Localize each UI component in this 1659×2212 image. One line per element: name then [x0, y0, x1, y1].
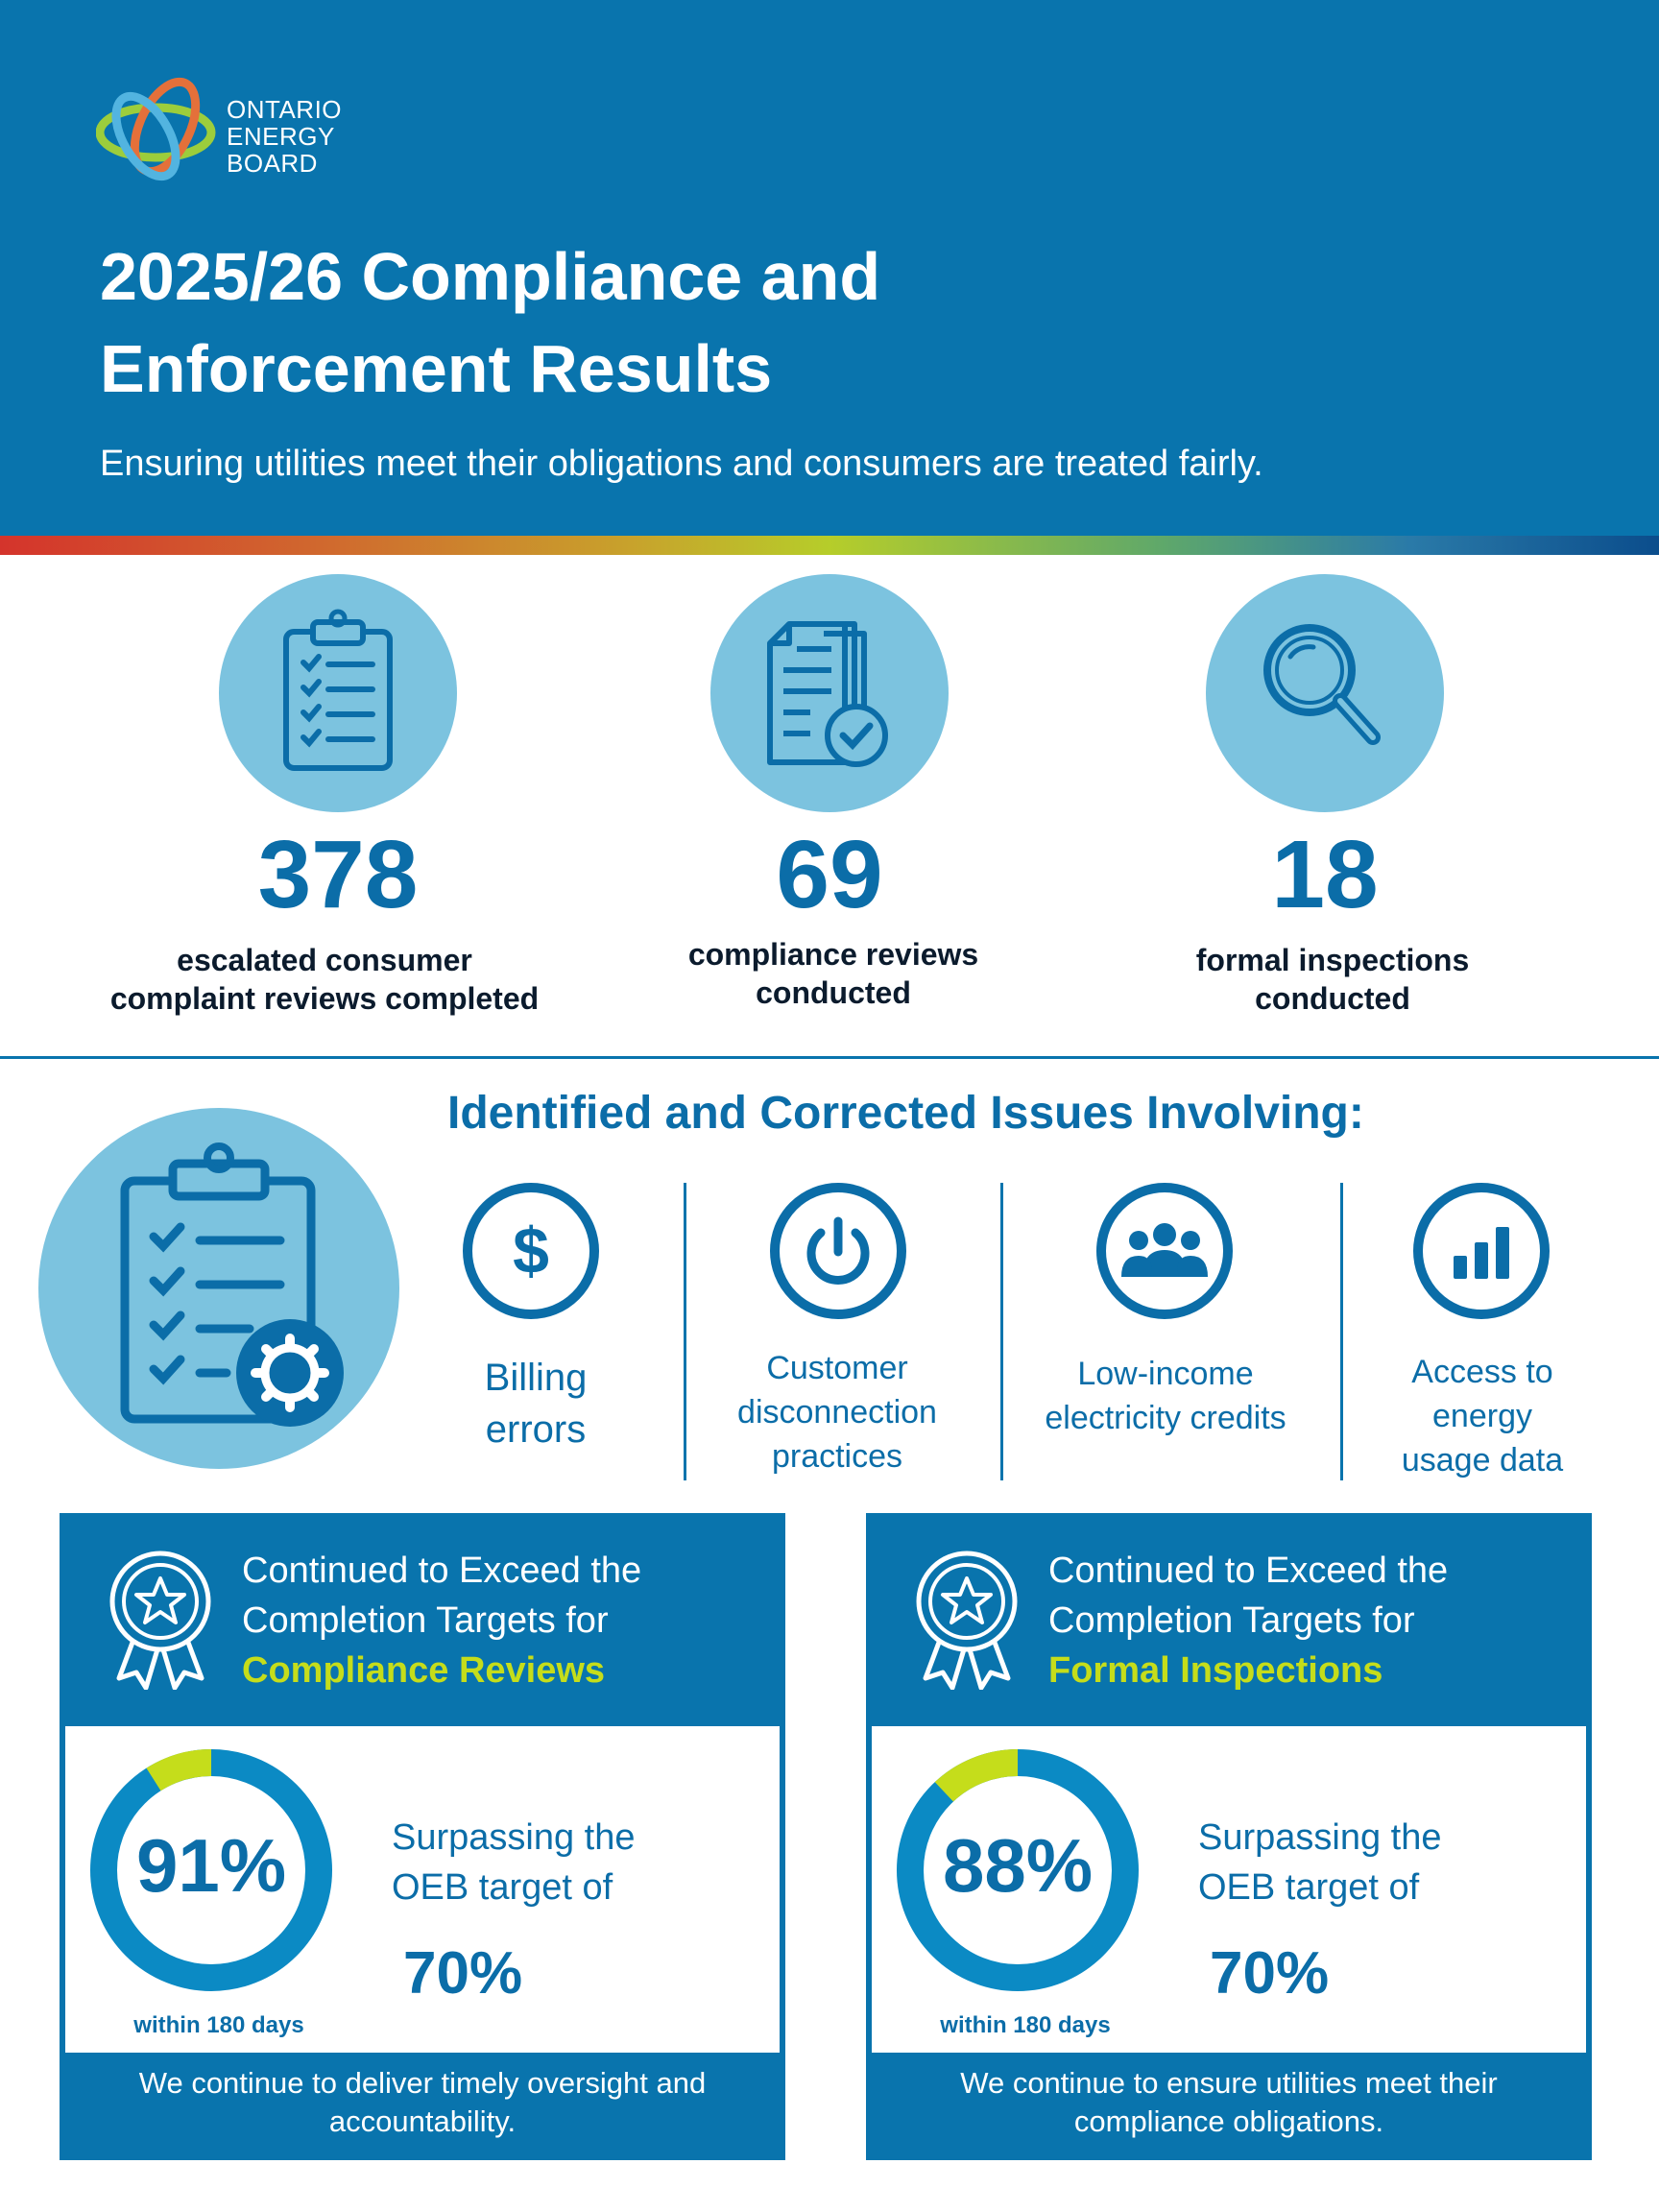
stat-value-reviews: 69: [776, 821, 883, 928]
dollar-icon: $: [463, 1183, 599, 1319]
issue-label-usage-data: Access to energy usage data: [1329, 1350, 1636, 1482]
target-value: 70%: [1210, 1940, 1330, 2007]
award-ribbon-icon: [109, 1551, 211, 1690]
issue-divider: [1000, 1183, 1003, 1480]
stat-value-inspections: 18: [1271, 821, 1379, 928]
within-days-label: within 180 days: [940, 2012, 1111, 2038]
issue-divider: [684, 1183, 686, 1480]
power-icon: [770, 1183, 906, 1319]
surpassing-line: Surpassing the: [1198, 1817, 1442, 1858]
bar-chart-icon: [1413, 1183, 1550, 1319]
progress-ring-remainder: [897, 1749, 1139, 1991]
logo-line: BOARD: [227, 149, 318, 178]
card-body: 88% within 180 days Surpassing the OEB t…: [872, 1726, 1586, 2053]
people-group-icon: [1096, 1183, 1233, 1319]
page-title: 2025/26 Compliance and Enforcement Resul…: [100, 230, 1444, 415]
issue-label-low-income: Low-income electricity credits: [1012, 1352, 1319, 1440]
issues-circle: [38, 1108, 399, 1469]
card-heading: Continued to Exceed the Completion Targe…: [1048, 1546, 1448, 1695]
stat-label-line: conducted: [1255, 981, 1410, 1016]
stat-label-complaints: escalated consumer complaint reviews com…: [75, 941, 574, 1018]
surpassing-text: Surpassing the OEB target of: [1198, 1813, 1442, 1912]
stat-label-line: compliance reviews: [687, 937, 979, 972]
issues-heading: Identified and Corrected Issues Involvin…: [447, 1088, 1364, 1139]
issue-divider: [1340, 1183, 1343, 1480]
card-heading-line: Completion Targets for: [1048, 1600, 1415, 1641]
stat-label-line: escalated consumer: [177, 943, 472, 977]
clipboard-gear-icon: [120, 1142, 344, 1427]
card-footer-line: compliance obligations.: [1073, 2104, 1384, 2138]
progress-ring: [897, 1749, 1139, 1991]
issue-label-line: Low-income: [1077, 1356, 1254, 1392]
card-heading-line: Completion Targets for: [242, 1600, 609, 1641]
stat-value-complaints: 378: [257, 821, 419, 928]
card-formal-inspections: Continued to Exceed the Completion Targe…: [866, 1513, 1592, 2160]
surpassing-line: Surpassing the: [392, 1817, 636, 1858]
issue-label-line: energy: [1432, 1398, 1532, 1434]
completion-percent: 88%: [942, 1823, 1094, 1908]
card-heading-line: Continued to Exceed the: [1048, 1551, 1449, 1591]
clipboard-checklist-icon: [283, 609, 393, 771]
surpassing-line: OEB target of: [392, 1867, 613, 1908]
within-days-label: within 180 days: [133, 2012, 304, 2038]
issue-label-line: Access to: [1411, 1354, 1553, 1390]
issue-label-line: electricity credits: [1045, 1400, 1286, 1436]
card-footer: We continue to ensure utilities meet the…: [872, 2064, 1586, 2141]
card-footer: We continue to deliver timely oversight …: [65, 2064, 780, 2141]
stat-label-line: formal inspections: [1195, 943, 1470, 977]
card-heading: Continued to Exceed the Completion Targe…: [242, 1546, 641, 1695]
issue-label-line: Billing: [484, 1357, 588, 1399]
award-ribbon-icon: [916, 1551, 1018, 1690]
logo-line: ONTARIO: [227, 95, 343, 124]
card-heading-accent: Compliance Reviews: [242, 1650, 606, 1691]
stat-label-reviews: compliance reviews conducted: [584, 935, 1083, 1012]
completion-percent: 91%: [135, 1823, 287, 1908]
stat-label-line: conducted: [756, 975, 911, 1010]
issue-label-billing: Billing errors: [382, 1352, 689, 1455]
magnifying-glass-icon: [1263, 624, 1381, 745]
card-footer-line: We continue to ensure utilities meet the…: [960, 2066, 1498, 2100]
page-subtitle: Ensuring utilities meet their obligation…: [100, 444, 1263, 484]
stat-circle-inspections: [1206, 574, 1444, 812]
stat-label-inspections: formal inspections conducted: [1083, 941, 1582, 1018]
stat-label-line: complaint reviews completed: [109, 981, 540, 1016]
page-title-line: Enforcement Results: [100, 331, 773, 406]
oeb-logo-icon: [96, 77, 216, 181]
card-compliance-reviews: Continued to Exceed the Completion Targe…: [60, 1513, 785, 2160]
card-footer-line: We continue to deliver timely oversight …: [138, 2066, 707, 2100]
issue-label-disconnection: Customer disconnection practices: [684, 1346, 991, 1479]
rainbow-divider: [0, 536, 1659, 555]
card-heading-line: Continued to Exceed the: [242, 1551, 642, 1591]
issue-label-line: errors: [485, 1408, 587, 1451]
issue-label-line: Customer: [766, 1350, 908, 1386]
card-body: 91% within 180 days Surpassing the OEB t…: [65, 1726, 780, 2053]
target-value: 70%: [403, 1940, 523, 2007]
issue-label-line: practices: [771, 1438, 903, 1475]
progress-ring: [90, 1749, 332, 1991]
stat-circle-reviews: [710, 574, 949, 812]
card-footer-line: accountability.: [328, 2104, 517, 2138]
section-divider: [0, 1056, 1659, 1059]
issue-label-line: usage data: [1401, 1442, 1564, 1479]
surpassing-line: OEB target of: [1198, 1867, 1420, 1908]
stat-circle-complaints: [219, 574, 457, 812]
page-title-line: 2025/26 Compliance and: [100, 239, 881, 314]
document-check-icon: [767, 621, 888, 767]
header-banner: [0, 0, 1659, 536]
logo-line: ENERGY: [227, 122, 335, 151]
issue-label-line: disconnection: [737, 1394, 937, 1431]
logo-wordmark: ONTARIO ENERGY BOARD: [227, 96, 342, 177]
card-heading-accent: Formal Inspections: [1048, 1650, 1383, 1691]
surpassing-text: Surpassing the OEB target of: [392, 1813, 636, 1912]
svg-text:$: $: [513, 1214, 549, 1287]
